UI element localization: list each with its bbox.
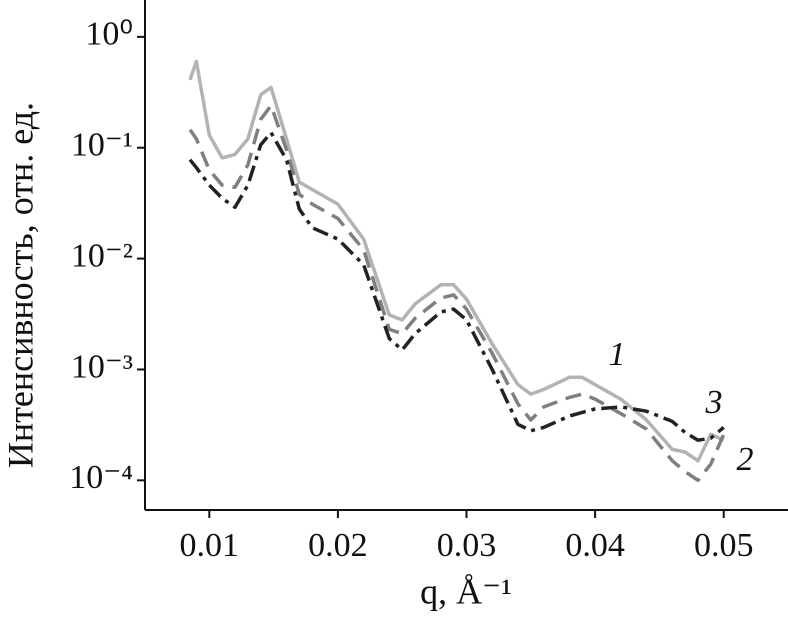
series-label: 2 [737, 441, 754, 478]
series-line [188, 59, 725, 463]
y-tick-label: 10⁰ [85, 16, 133, 53]
series-label: 1 [609, 336, 626, 373]
y-tick-label: 10⁻³ [71, 348, 133, 385]
x-tick-label: 0.01 [180, 527, 240, 564]
y-tick-label: 10⁻¹ [71, 127, 133, 164]
series-line [188, 130, 725, 442]
x-tick-label: 0.05 [694, 527, 754, 564]
x-axis-label: q, Å⁻¹ [420, 571, 512, 611]
y-axis-label: Интенсивность, отн. ед. [0, 102, 40, 468]
series-line [188, 103, 726, 483]
y-tick-label: 10⁻⁴ [69, 459, 133, 496]
x-tick-label: 0.02 [308, 527, 368, 564]
y-tick-label: 10⁻² [71, 237, 133, 274]
series-label: 3 [705, 384, 723, 421]
x-tick-label: 0.04 [565, 527, 625, 564]
x-tick-label: 0.03 [437, 527, 497, 564]
